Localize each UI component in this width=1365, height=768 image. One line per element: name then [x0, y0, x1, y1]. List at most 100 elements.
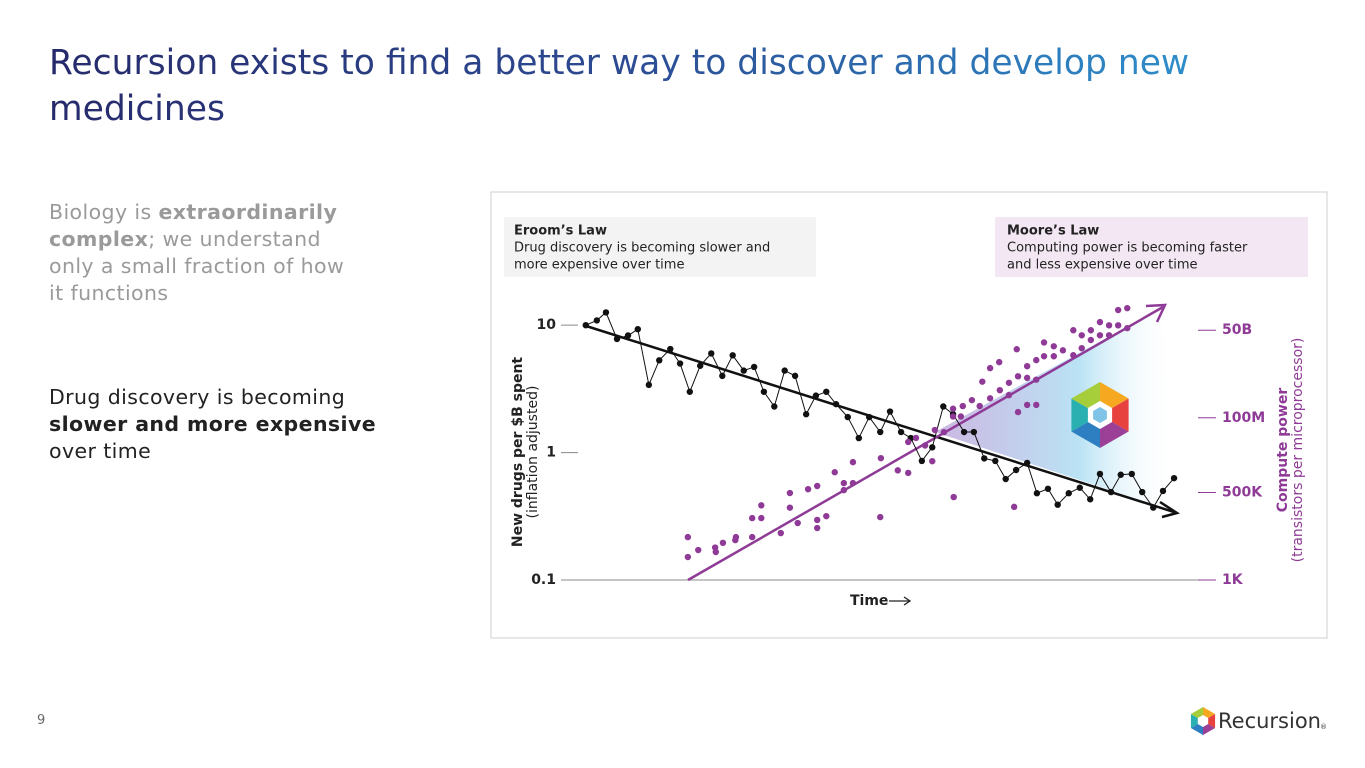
scatter-point [804, 485, 812, 493]
data-point [760, 388, 768, 395]
scatter-point [1087, 327, 1095, 334]
text-span: only a small fraction of how [49, 254, 345, 278]
text-span: over time [49, 439, 152, 463]
annotation-box [504, 217, 816, 277]
text-line: Drug discovery is becoming [49, 384, 376, 411]
data-point [1087, 496, 1094, 503]
data-point [740, 367, 747, 374]
y2-tick-label: 100M [1222, 410, 1265, 426]
paragraph: Biology is extraordinarily complex; we un… [49, 199, 344, 307]
scatter-point [823, 512, 830, 520]
data-point [970, 428, 978, 436]
data-point [602, 309, 610, 316]
scatter-point [968, 396, 976, 404]
scatter-point [949, 405, 957, 412]
text-line: it functions [49, 280, 344, 307]
scatter-point [840, 479, 848, 487]
scatter-point [1078, 344, 1085, 352]
y-tick-label: 10 [537, 317, 557, 333]
brand-mark: ® [1320, 723, 1327, 731]
data-point [1012, 466, 1020, 474]
scatter-point [1096, 332, 1104, 339]
data-point [866, 413, 873, 421]
data-point [582, 321, 589, 329]
scatter-point [979, 378, 986, 385]
scatter-point [1114, 322, 1122, 329]
y2-tick-label: 500K [1222, 484, 1263, 500]
data-point [634, 325, 641, 333]
scatter-point [814, 482, 821, 490]
scatter-point [849, 479, 857, 487]
scatter-point [749, 514, 756, 522]
data-point [676, 360, 684, 367]
data-point [1117, 471, 1124, 478]
text-line: over time [49, 438, 376, 465]
text-span: Biology is [49, 200, 159, 224]
data-point [1033, 490, 1041, 497]
brand-logo [1190, 707, 1216, 735]
y-axis-label: (inflation adjusted) [525, 386, 541, 519]
data-point [1150, 504, 1157, 511]
scatter-point [732, 533, 740, 541]
annotation-title: Eroom’s Law [514, 224, 607, 239]
data-point [802, 411, 810, 418]
scatter-point [814, 524, 821, 532]
annotation-text: Drug discovery is becoming slower and [514, 241, 770, 256]
data-point [624, 332, 632, 339]
text-line: slower and more expensive [49, 411, 376, 438]
scatter-point [957, 413, 965, 420]
page-number: 9 [37, 713, 46, 728]
scatter-point [877, 454, 885, 462]
data-point [1128, 470, 1136, 478]
y-tick-label: 0.1 [531, 572, 556, 588]
data-point [719, 372, 726, 380]
data-point [1170, 474, 1178, 482]
scatter-point [840, 486, 848, 494]
scatter-point [986, 364, 994, 372]
scatter-point [1005, 391, 1013, 399]
scatter-point [1124, 304, 1131, 312]
data-point [918, 457, 926, 465]
scatter-point [905, 438, 912, 446]
data-point [832, 400, 840, 408]
scatter-point [931, 426, 939, 434]
scatter-point [1105, 332, 1113, 339]
text-span: it functions [49, 281, 169, 305]
data-point [1139, 488, 1146, 496]
scatter-point [786, 504, 794, 511]
scatter-point [912, 434, 920, 442]
annotation-text: Computing power is becoming faster [1007, 241, 1248, 256]
x-axis-label: Time [850, 593, 888, 609]
scatter-point [996, 386, 1004, 394]
scatter-point [1005, 379, 1013, 386]
scatter-point [749, 533, 756, 541]
bold-text: complex [49, 227, 149, 251]
scatter-point [1096, 318, 1104, 326]
data-point [1054, 501, 1061, 508]
y2-axis-label: (transistors per microprocessor) [1290, 338, 1306, 563]
data-point [992, 457, 999, 465]
data-point [1159, 487, 1167, 495]
trend-line [582, 323, 1175, 514]
scatter-point [976, 402, 983, 410]
data-point [929, 444, 936, 451]
bold-text: extraordinarily [158, 200, 338, 224]
scatter-point [921, 442, 929, 449]
scatter-point [1105, 322, 1113, 329]
brand-name: Recursion [1218, 709, 1321, 733]
data-point [656, 357, 663, 364]
scatter-point [1014, 373, 1022, 380]
annotation-box [995, 217, 1308, 277]
data-point [729, 352, 736, 359]
data-point [877, 428, 884, 436]
scatter-point [1070, 327, 1077, 334]
data-point [1023, 459, 1031, 467]
text-span: ; we understand [148, 227, 321, 251]
scatter-point [1023, 401, 1031, 409]
y-tick-label: 1 [546, 445, 556, 461]
data-point [781, 367, 788, 374]
gap-shading [935, 307, 1176, 512]
scatter-point [1114, 306, 1122, 314]
data-point [771, 403, 778, 410]
